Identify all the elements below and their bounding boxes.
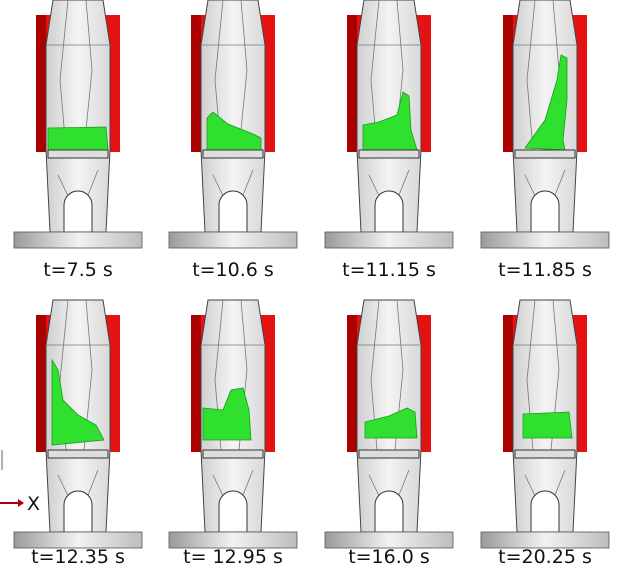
caption: t=11.15 s (342, 259, 436, 281)
caption: t=7.5 s (43, 259, 113, 281)
heater-shade (36, 315, 46, 452)
arch (375, 191, 403, 232)
caption: t=11.85 s (498, 259, 592, 281)
arch (531, 191, 559, 232)
support-ring (203, 150, 263, 158)
arch (64, 191, 92, 232)
figure: X t=7.5 s t=10.6 s t=11.15 s t=11.85 s t=12.… (0, 0, 617, 575)
arch (219, 491, 247, 532)
arch (219, 191, 247, 232)
fluid (48, 127, 108, 150)
snapshot: t=11.85 s (481, 0, 609, 281)
support-ring (515, 150, 575, 158)
heater-shade (347, 15, 357, 152)
base-plate (481, 232, 609, 248)
base-plate (325, 232, 453, 248)
fluid (523, 412, 572, 438)
heater-shade (503, 15, 513, 152)
caption: t=16.0 s (348, 546, 430, 568)
heater-shade (36, 15, 46, 152)
caption: t=12.35 s (31, 546, 125, 568)
base-plate (169, 232, 297, 248)
snapshot: t=12.35 s (14, 300, 142, 568)
arrow-head (18, 499, 24, 507)
support-ring (48, 450, 108, 458)
axis-icon: X (0, 450, 40, 515)
snapshot: t=11.15 s (325, 0, 453, 281)
arch (531, 491, 559, 532)
snapshot: t= 12.95 s (169, 300, 297, 568)
snapshot: t=10.6 s (169, 0, 297, 281)
caption: t=10.6 s (192, 259, 274, 281)
snapshot: t=20.25 s (481, 300, 609, 568)
support-ring (48, 150, 108, 158)
caption: t= 12.95 s (183, 546, 283, 568)
heater-shade (191, 315, 201, 452)
base-plate (14, 232, 142, 248)
arch (64, 491, 92, 532)
support-ring (515, 450, 575, 458)
heater-shade (503, 315, 513, 452)
snapshot: t=7.5 s (14, 0, 142, 281)
support-ring (359, 450, 419, 458)
support-ring (203, 450, 263, 458)
caption: t=20.25 s (498, 546, 592, 568)
heater-shade (191, 15, 201, 152)
heater-shade (347, 315, 357, 452)
axis-label: X (27, 493, 40, 515)
snapshot: t=16.0 s (325, 300, 453, 568)
support-ring (359, 150, 419, 158)
arch (375, 491, 403, 532)
